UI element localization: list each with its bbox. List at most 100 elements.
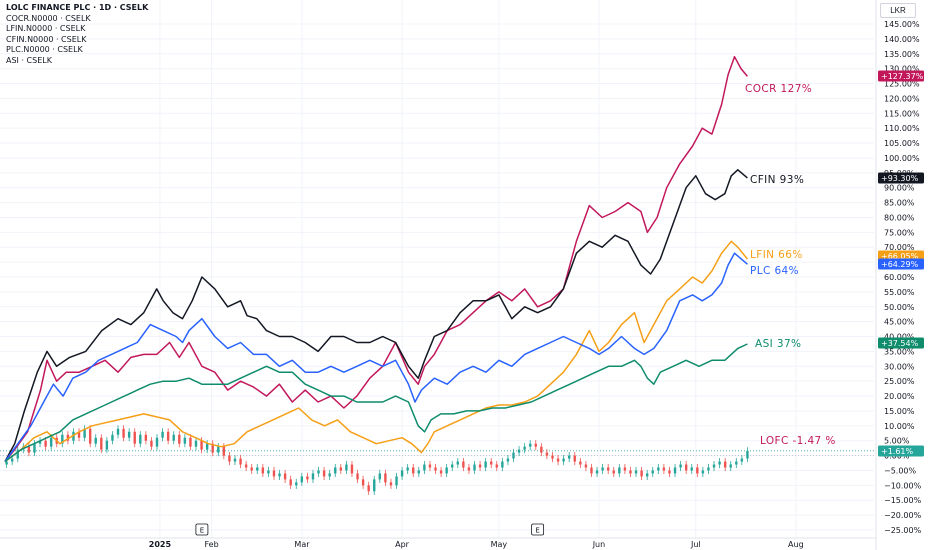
earnings-marker-label: E [200, 527, 204, 535]
series-label-asi: ASI 37% [755, 338, 801, 350]
time-axis[interactable]: 2025 Feb Mar Apr May Jun Jul Aug [0, 537, 876, 549]
candle-body [44, 440, 47, 447]
series-label-lfin: LFIN 66% [750, 249, 803, 261]
candle-body [618, 467, 621, 474]
candle-body [228, 455, 231, 462]
candle-body [545, 452, 549, 456]
legend-symbol-plc[interactable]: PLC.N0000 · CSELK [6, 45, 83, 54]
candle-body [139, 434, 142, 444]
y-tick-label: 115.00% [884, 109, 920, 118]
candle-body [200, 440, 203, 450]
candle-body [222, 446, 226, 456]
price-badge-cfin [878, 172, 924, 184]
candle-body [495, 464, 498, 468]
candle-body [77, 431, 81, 438]
candle-body [684, 464, 688, 471]
candle-body [701, 470, 705, 474]
candle-body [217, 446, 220, 453]
y-tick-label: 125.00% [884, 80, 920, 89]
candle-body [150, 440, 153, 447]
price-axis[interactable]: 145.00% 140.00% 135.00% 130.00% 125.00% 120.0… [875, 0, 932, 550]
candle-body [256, 467, 259, 471]
legend-symbol-lfin[interactable]: LFIN.N0000 · CSELK [6, 24, 86, 33]
candle-body [311, 473, 315, 480]
candle-body [645, 473, 649, 477]
candle-body [144, 434, 148, 441]
y-tick-label: −25.00% [884, 526, 922, 535]
candle-body [478, 464, 482, 468]
y-tick-label: 135.00% [884, 50, 920, 59]
candle-body [127, 431, 131, 438]
candle-body [61, 434, 64, 444]
candle-body [707, 467, 710, 471]
x-tick-label: Jul [690, 540, 701, 549]
candle-body [373, 479, 376, 492]
legend-symbol-cocr[interactable]: COCR.N0000 · CSELK [6, 13, 91, 23]
legend-symbol-asi[interactable]: ASI · CSELK [6, 55, 52, 65]
candle-body [189, 437, 192, 447]
candle-body [729, 464, 732, 468]
candle-body [584, 464, 588, 468]
series-lines [4, 55, 748, 463]
price-badge-text-plc: +64.29% [881, 260, 919, 269]
price-badge-text-lfin: +66.05% [881, 252, 919, 261]
x-tick-label: Apr [395, 540, 410, 549]
y-tick-label: 5.00% [884, 437, 910, 446]
candle-body [122, 428, 125, 438]
candle-body [295, 482, 298, 486]
currency-button[interactable]: LKR [880, 3, 916, 18]
candle-body [606, 467, 610, 471]
x-tick-label: Mar [294, 540, 310, 549]
price-badge-text-lofc: +1.61% [881, 447, 914, 456]
candle-body [400, 470, 404, 477]
y-tick-label: 120.00% [884, 94, 920, 103]
candle-body [540, 446, 543, 453]
y-tick-label: −20.00% [884, 511, 922, 520]
candle-body [556, 458, 560, 462]
candle-body [623, 467, 627, 471]
candle-body [83, 428, 86, 438]
legend-main-symbol[interactable]: LOLC FINANCE PLC · 1D · CSELK [6, 3, 149, 12]
candle-body [100, 437, 103, 450]
candle-body [133, 431, 136, 444]
candle-body [696, 467, 699, 474]
candle-body [361, 479, 365, 486]
candle-body [501, 461, 504, 468]
candle-body [38, 440, 42, 444]
candle-body [289, 479, 292, 486]
candle-body [283, 473, 287, 480]
series-label-lofc: LOFC -1.47 % [760, 435, 836, 447]
candle-body [94, 437, 97, 444]
candle-body [334, 467, 337, 474]
candle-body [5, 461, 8, 465]
candle-body [506, 458, 510, 462]
y-tick-label: −15.00% [884, 496, 922, 505]
candle-body [484, 461, 487, 468]
y-tick-label: 130.00% [884, 65, 920, 74]
price-badge-text-cocr: +127.37% [881, 72, 924, 81]
candle-body [467, 467, 471, 471]
candle-body [233, 458, 237, 462]
candle-body [205, 443, 209, 450]
candle-body [161, 431, 164, 438]
candle-body [562, 458, 565, 462]
candle-body [116, 428, 120, 435]
legend-symbol-cfin[interactable]: CFIN.N0000 · CSELK [6, 34, 87, 44]
candle-body [590, 467, 593, 474]
candle-body [49, 437, 53, 447]
y-tick-label: −10.00% [884, 481, 922, 490]
candle-body [111, 434, 114, 441]
earnings-marker [531, 523, 545, 536]
candle-body [668, 470, 671, 474]
y-tick-label: 60.00% [884, 273, 915, 282]
series-label-cfin: CFIN 93% [750, 174, 804, 186]
candle-body [462, 461, 465, 468]
price-badge-text-cfin: +93.30% [881, 174, 919, 183]
y-tick-label: 30.00% [884, 362, 915, 371]
candle-body [211, 443, 214, 453]
candle-body [66, 434, 70, 441]
candle-body [712, 464, 716, 468]
x-tick-label: Jun [592, 540, 606, 549]
